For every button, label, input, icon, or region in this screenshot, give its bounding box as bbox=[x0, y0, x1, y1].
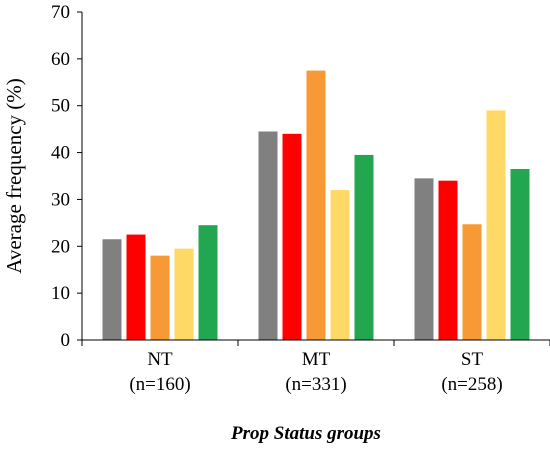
bar-st-4 bbox=[486, 110, 506, 341]
x-axis: NT (n=160) MT (n=331) ST (n=258) bbox=[81, 339, 550, 395]
y-tick-label: 20 bbox=[51, 236, 70, 257]
x-axis-label: Prop Status groups bbox=[230, 423, 381, 444]
category-label-mt: MT bbox=[302, 349, 331, 370]
y-tick-label: 60 bbox=[51, 49, 70, 70]
bar-st-2 bbox=[438, 180, 458, 340]
bars bbox=[102, 70, 530, 341]
y-tick-label: 30 bbox=[51, 189, 70, 210]
category-count-nt: (n=160) bbox=[129, 374, 190, 395]
category-count-mt: (n=331) bbox=[285, 374, 346, 395]
y-tick-label: 70 bbox=[51, 2, 70, 23]
bar-nt-3 bbox=[150, 255, 170, 340]
y-tick-label: 10 bbox=[51, 283, 70, 304]
bar-mt-1 bbox=[258, 131, 278, 340]
category-label-nt: NT bbox=[147, 349, 173, 370]
bar-st-5 bbox=[510, 168, 530, 340]
y-axis-label: Average frequency (%) bbox=[2, 78, 26, 274]
y-tick-label: 40 bbox=[51, 143, 70, 164]
bar-mt-3 bbox=[306, 70, 326, 341]
category-label-st: ST bbox=[461, 349, 484, 370]
y-tick-label: 50 bbox=[51, 96, 70, 117]
bar-mt-4 bbox=[330, 190, 350, 340]
bar-st-3 bbox=[462, 224, 482, 340]
bar-nt-4 bbox=[174, 248, 194, 340]
bar-nt-2 bbox=[126, 234, 146, 340]
y-tick-label: 0 bbox=[61, 330, 71, 351]
category-count-st: (n=258) bbox=[441, 374, 502, 395]
bar-nt-5 bbox=[198, 225, 218, 340]
bar-st-1 bbox=[414, 178, 434, 340]
bar-mt-5 bbox=[354, 154, 374, 340]
bar-nt-1 bbox=[102, 239, 122, 340]
bar-mt-2 bbox=[282, 133, 302, 340]
y-axis: 0 10 20 30 40 50 60 70 bbox=[51, 2, 83, 351]
